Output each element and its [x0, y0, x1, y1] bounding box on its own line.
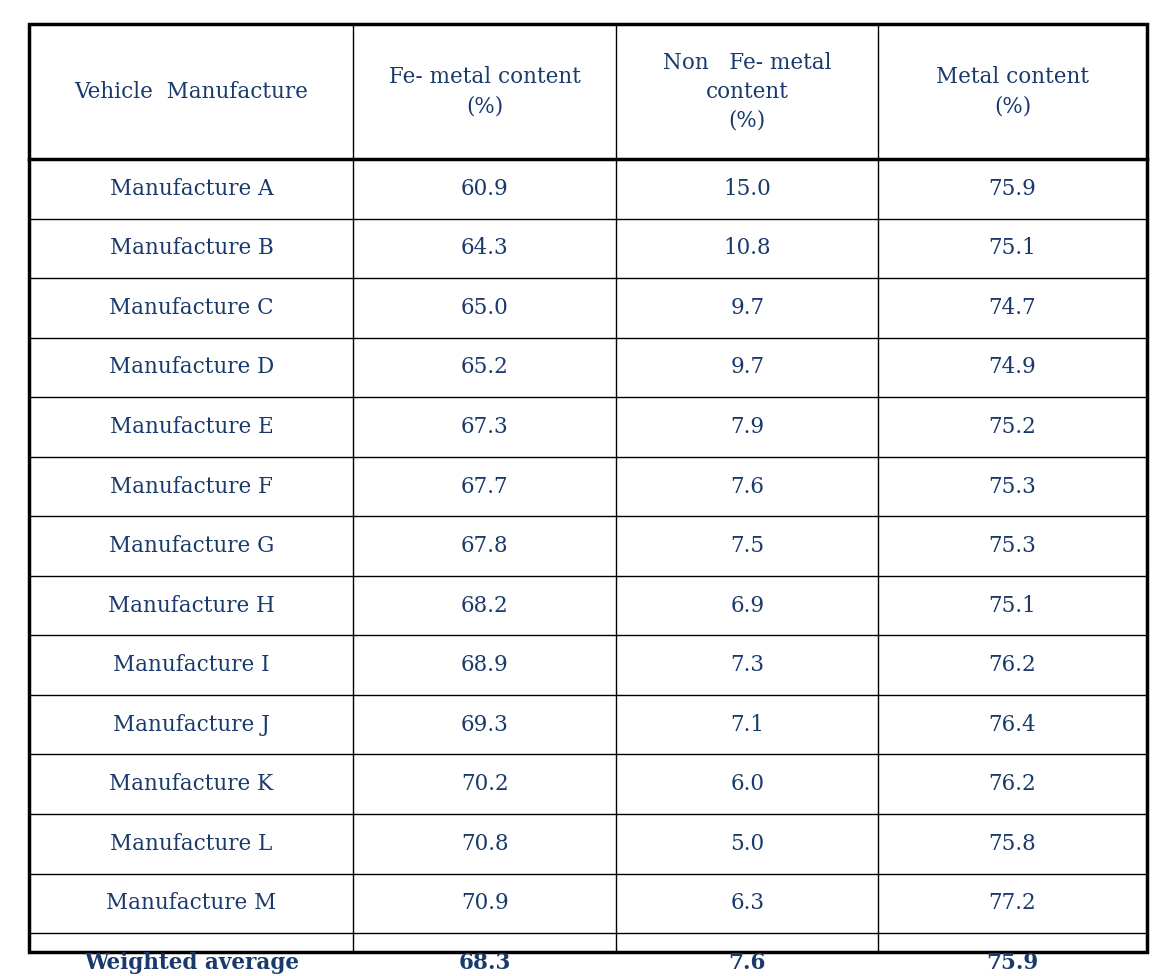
- Text: 75.1: 75.1: [989, 594, 1036, 617]
- Text: 74.7: 74.7: [989, 297, 1036, 319]
- Text: 9.7: 9.7: [730, 356, 764, 379]
- Text: 5.0: 5.0: [730, 833, 764, 855]
- Text: Manufacture M: Manufacture M: [106, 892, 276, 915]
- Text: Manufacture C: Manufacture C: [109, 297, 274, 319]
- Text: Manufacture E: Manufacture E: [109, 416, 273, 438]
- Text: Metal content
(%): Metal content (%): [936, 66, 1089, 117]
- Text: 9.7: 9.7: [730, 297, 764, 319]
- Text: 76.2: 76.2: [989, 773, 1036, 795]
- Text: Weighted average: Weighted average: [83, 952, 299, 974]
- Text: 75.3: 75.3: [989, 535, 1036, 557]
- Text: 68.2: 68.2: [461, 594, 508, 617]
- Text: Manufacture G: Manufacture G: [108, 535, 274, 557]
- Text: 7.1: 7.1: [730, 713, 764, 736]
- Text: 6.9: 6.9: [730, 594, 764, 617]
- Text: 75.9: 75.9: [989, 178, 1036, 200]
- Text: Manufacture H: Manufacture H: [108, 594, 275, 617]
- Text: 64.3: 64.3: [461, 237, 508, 260]
- Text: 76.4: 76.4: [989, 713, 1036, 736]
- Text: 67.8: 67.8: [461, 535, 508, 557]
- Text: 65.2: 65.2: [461, 356, 508, 379]
- Text: 67.3: 67.3: [461, 416, 508, 438]
- Text: 15.0: 15.0: [723, 178, 771, 200]
- Text: 75.9: 75.9: [987, 952, 1038, 974]
- Text: 60.9: 60.9: [461, 178, 508, 200]
- Text: 75.8: 75.8: [989, 833, 1036, 855]
- Text: Fe- metal content
(%): Fe- metal content (%): [389, 66, 581, 117]
- Text: 69.3: 69.3: [461, 713, 508, 736]
- Text: 77.2: 77.2: [989, 892, 1036, 915]
- Text: 68.3: 68.3: [459, 952, 510, 974]
- Text: Manufacture J: Manufacture J: [113, 713, 269, 736]
- Text: 65.0: 65.0: [461, 297, 508, 319]
- Text: 6.0: 6.0: [730, 773, 764, 795]
- Text: 7.5: 7.5: [730, 535, 764, 557]
- Text: Manufacture L: Manufacture L: [111, 833, 273, 855]
- Text: 70.9: 70.9: [461, 892, 508, 915]
- Text: Manufacture I: Manufacture I: [113, 654, 269, 676]
- Text: 68.9: 68.9: [461, 654, 508, 676]
- Text: 10.8: 10.8: [723, 237, 771, 260]
- Text: Non   Fe- metal
content
(%): Non Fe- metal content (%): [663, 52, 831, 132]
- Text: 7.3: 7.3: [730, 654, 764, 676]
- Text: 7.9: 7.9: [730, 416, 764, 438]
- Text: 70.2: 70.2: [461, 773, 508, 795]
- Text: 76.2: 76.2: [989, 654, 1036, 676]
- Text: 6.3: 6.3: [730, 892, 764, 915]
- Text: Manufacture F: Manufacture F: [111, 475, 273, 498]
- Text: 7.6: 7.6: [730, 475, 764, 498]
- Text: 75.3: 75.3: [989, 475, 1036, 498]
- Text: Manufacture A: Manufacture A: [109, 178, 273, 200]
- Text: 74.9: 74.9: [989, 356, 1036, 379]
- Text: 67.7: 67.7: [461, 475, 508, 498]
- Text: Manufacture K: Manufacture K: [109, 773, 274, 795]
- Text: 75.2: 75.2: [989, 416, 1036, 438]
- Text: 7.6: 7.6: [728, 952, 766, 974]
- Text: Vehicle  Manufacture: Vehicle Manufacture: [74, 81, 308, 102]
- Text: 70.8: 70.8: [461, 833, 508, 855]
- Text: 75.1: 75.1: [989, 237, 1036, 260]
- Text: Manufacture D: Manufacture D: [108, 356, 274, 379]
- Text: Manufacture B: Manufacture B: [109, 237, 273, 260]
